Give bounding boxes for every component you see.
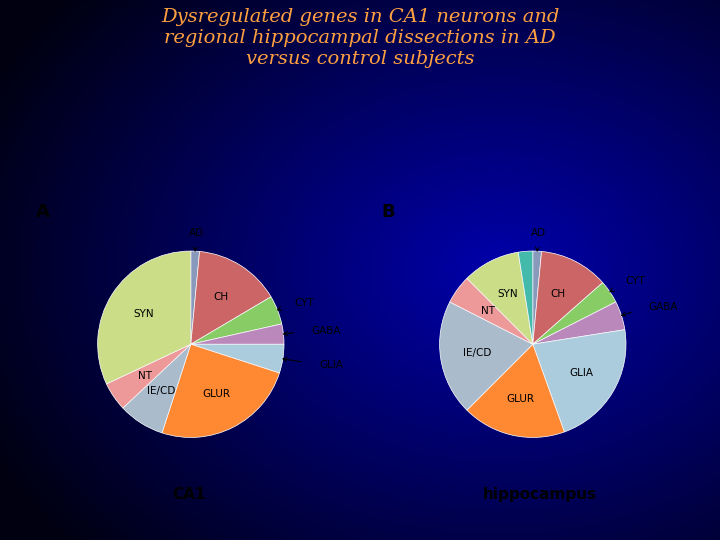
- Text: GLUR: GLUR: [507, 394, 535, 404]
- Text: GABA: GABA: [311, 326, 341, 336]
- Wedge shape: [533, 282, 616, 345]
- Text: AD: AD: [531, 227, 546, 238]
- Text: CH: CH: [551, 289, 566, 299]
- Text: CA1: CA1: [172, 487, 206, 502]
- Wedge shape: [467, 252, 533, 345]
- Text: CYT: CYT: [625, 276, 645, 286]
- Text: CH: CH: [213, 292, 228, 302]
- Text: NT: NT: [480, 306, 495, 316]
- Text: GLIA: GLIA: [569, 368, 593, 377]
- Wedge shape: [533, 330, 626, 432]
- Wedge shape: [98, 251, 191, 384]
- Wedge shape: [191, 324, 284, 345]
- Text: CYT: CYT: [294, 298, 315, 308]
- Wedge shape: [191, 345, 284, 373]
- Text: SYN: SYN: [497, 289, 518, 299]
- Text: AD: AD: [189, 227, 204, 238]
- Wedge shape: [450, 278, 533, 345]
- Text: GLIA: GLIA: [320, 360, 343, 370]
- Text: SYN: SYN: [133, 309, 154, 319]
- Text: hippocampus: hippocampus: [482, 487, 597, 502]
- Text: IE/CD: IE/CD: [147, 387, 175, 396]
- Text: A: A: [35, 204, 50, 221]
- Wedge shape: [107, 345, 191, 408]
- Wedge shape: [533, 252, 603, 345]
- Text: Dysregulated genes in CA1 neurons and
regional hippocampal dissections in AD
ver: Dysregulated genes in CA1 neurons and re…: [161, 8, 559, 68]
- Wedge shape: [162, 345, 279, 437]
- Wedge shape: [518, 251, 533, 345]
- Wedge shape: [191, 252, 271, 345]
- Wedge shape: [533, 302, 625, 345]
- Text: B: B: [382, 204, 395, 221]
- Wedge shape: [123, 345, 191, 433]
- Text: GABA: GABA: [648, 302, 678, 312]
- Wedge shape: [533, 251, 541, 345]
- Wedge shape: [467, 345, 564, 437]
- Wedge shape: [191, 251, 199, 345]
- Wedge shape: [191, 297, 282, 345]
- Text: X: X: [0, 539, 1, 540]
- Text: IE/CD: IE/CD: [464, 348, 492, 358]
- Wedge shape: [440, 302, 533, 410]
- Text: GLUR: GLUR: [202, 389, 230, 399]
- Text: NT: NT: [138, 370, 151, 381]
